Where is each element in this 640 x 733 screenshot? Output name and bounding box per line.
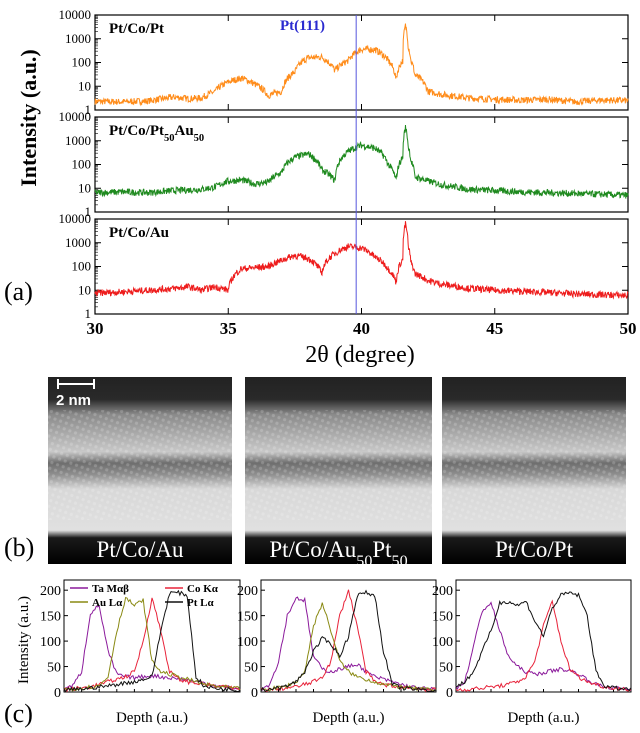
- eds-series-Co Kα: [63, 597, 241, 693]
- y-tick-label: 10000: [59, 109, 92, 124]
- x-tick-label: 45: [486, 319, 503, 338]
- panel-label-c: (c): [4, 699, 33, 728]
- scale-bar-label: 2 nm: [56, 392, 91, 409]
- stem-image-panel: Pt/Co/Au50Pt50: [245, 377, 432, 570]
- pt111-label: Pt(111): [280, 18, 325, 34]
- eds-x-axis-label: Depth (a.u.): [312, 710, 384, 726]
- eds-y-tick-label: 200: [40, 584, 61, 599]
- eds-legend-label: Ta Mαβ: [92, 583, 129, 595]
- xrd-series-label: Pt/Co/Pt50Au50: [109, 123, 204, 144]
- eds-series-Au Lα: [63, 596, 241, 692]
- x-tick-label: 50: [620, 319, 637, 338]
- eds-x-axis-label: Depth (a.u.): [116, 710, 188, 726]
- stem-lattice: [48, 410, 232, 520]
- stem-images: Pt/Co/Au Pt/Co/Au50Pt50 Pt/Co/Pt: [48, 377, 626, 570]
- eds-series-Pt Lα: [260, 589, 437, 693]
- y-tick-label: 1: [85, 102, 92, 117]
- eds-series-Ta Mαβ: [455, 601, 632, 691]
- panel-label-a: (a): [4, 277, 33, 306]
- y-tick-label: 1: [85, 204, 92, 219]
- y-tick-label: 1000: [65, 133, 91, 148]
- xrd-x-axis-label: 2θ (degree): [305, 342, 414, 368]
- eds-x-axis-label: Depth (a.u.): [507, 710, 579, 726]
- eds-y-tick-label: 0: [251, 686, 258, 701]
- xrd-series-label: Pt/Co/Pt: [109, 21, 164, 37]
- x-tick-label: 30: [87, 319, 104, 338]
- eds-series-Ta Mαβ: [63, 605, 241, 691]
- eds-y-tick-label: 50: [47, 661, 61, 676]
- eds-legend-label: Pt Lα: [187, 597, 214, 609]
- stem-image-panel: Pt/Co/Au: [48, 377, 232, 564]
- eds-charts: 0 50 100 150 200 Depth (a.u.) 0 50 100 150 200 Dept…: [40, 579, 632, 726]
- panel-label-b: (b): [4, 533, 34, 562]
- x-tick-label: 35: [220, 319, 237, 338]
- eds-legend-label: Au Lα: [92, 597, 123, 609]
- eds-y-tick-label: 200: [432, 584, 453, 599]
- xrd-series-Pt/Co/Au: [94, 221, 629, 300]
- xrd-chart: 1 10 100 1000 10000 Pt/Co/Pt 1 10 100 1000 10000 Pt…: [59, 7, 637, 338]
- eds-y-tick-label: 200: [237, 584, 258, 599]
- eds-y-tick-label: 50: [439, 661, 453, 676]
- y-tick-label: 100: [72, 259, 92, 274]
- eds-y-tick-label: 0: [54, 686, 61, 701]
- xrd-series-label: Pt/Co/Au: [109, 225, 169, 241]
- y-tick-label: 100: [72, 55, 92, 70]
- eds-y-tick-label: 0: [446, 686, 453, 701]
- xrd-series-Pt/Co/Pt: [94, 23, 629, 107]
- eds-series-Co Kα: [260, 589, 437, 693]
- eds-series-Pt Lα: [63, 589, 241, 693]
- xrd-panel-frame: [94, 218, 629, 315]
- y-tick-label: 10000: [59, 211, 92, 226]
- eds-y-tick-label: 100: [237, 635, 258, 650]
- xrd-y-axis-label: Intensity (a.u.): [16, 49, 41, 187]
- stem-lattice: [245, 410, 432, 520]
- y-tick-label: 100: [72, 157, 92, 172]
- y-tick-label: 1: [85, 306, 92, 321]
- y-tick-label: 10: [78, 180, 91, 195]
- stem-label: Pt/Co/Au50Pt50: [269, 537, 407, 570]
- eds-y-tick-label: 150: [40, 610, 61, 625]
- eds-y-tick-label: 150: [432, 610, 453, 625]
- eds-legend-label: Co Kα: [187, 583, 219, 595]
- eds-series-Pt Lα: [455, 591, 632, 692]
- eds-y-tick-label: 100: [40, 635, 61, 650]
- y-tick-label: 1000: [65, 235, 91, 250]
- y-tick-label: 10: [78, 282, 91, 297]
- eds-y-tick-label: 50: [244, 661, 258, 676]
- xrd-series-Pt/Co/Pt50Au50: [94, 124, 629, 199]
- y-tick-label: 10: [78, 78, 91, 93]
- stem-label: Pt/Co/Au: [97, 537, 184, 562]
- scale-bar: 2 nm: [56, 379, 95, 409]
- x-tick-label: 40: [353, 319, 370, 338]
- eds-series-Ta Mαβ: [260, 596, 437, 691]
- eds-y-axis-label: Intensity (a.u.): [16, 596, 32, 684]
- y-tick-label: 1000: [65, 31, 91, 46]
- eds-y-tick-label: 100: [432, 635, 453, 650]
- y-tick-label: 10000: [59, 7, 92, 22]
- xrd-panel-frame: [94, 14, 629, 111]
- stem-label: Pt/Co/Pt: [495, 537, 574, 562]
- stem-image-panel: Pt/Co/Pt: [442, 377, 626, 564]
- stem-lattice: [442, 410, 626, 520]
- eds-y-tick-label: 150: [237, 610, 258, 625]
- eds-series-Co Kα: [455, 599, 632, 693]
